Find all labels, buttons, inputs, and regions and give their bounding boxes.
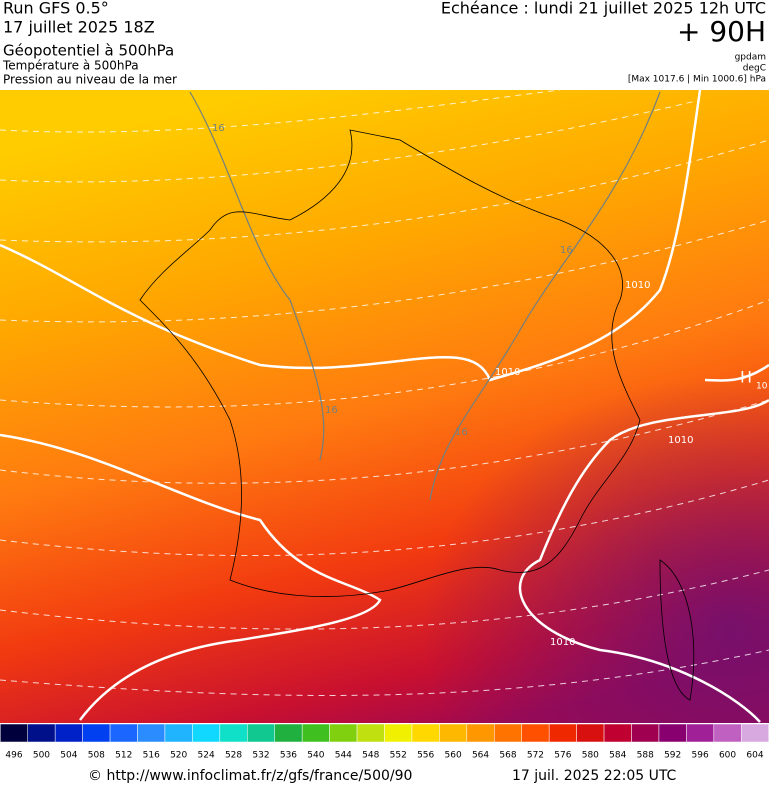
scale-label: 508 — [88, 751, 105, 761]
scale-cell — [603, 723, 632, 743]
contour-label: 16 — [212, 123, 225, 134]
scale-cell — [137, 723, 166, 743]
contour-label: 16 — [325, 405, 338, 416]
scale-label: 564 — [472, 751, 489, 761]
contour-label: 16 — [455, 427, 468, 438]
scale-cell — [192, 723, 221, 743]
scale-label: 532 — [252, 751, 269, 761]
scale-cell — [466, 723, 495, 743]
scale-cell — [686, 723, 715, 743]
valid-time: Echéance : lundi 21 juillet 2025 12h UTC — [441, 0, 766, 18]
scale-label: 528 — [225, 751, 242, 761]
temperature-field — [0, 90, 769, 723]
scale-label: 588 — [637, 751, 654, 761]
scale-label: 516 — [143, 751, 160, 761]
scale-label: 524 — [198, 751, 215, 761]
scale-label: 580 — [582, 751, 599, 761]
scale-label: 596 — [692, 751, 709, 761]
scale-label: 540 — [307, 751, 324, 761]
scale-cell — [27, 723, 56, 743]
scale-cell — [521, 723, 550, 743]
timestamp: 17 juil. 2025 22:05 UTC — [512, 768, 677, 784]
scale-cell — [219, 723, 248, 743]
scale-cell — [301, 723, 330, 743]
layer: Pression au niveau de la mer — [3, 73, 177, 87]
color-scale: 496 500 504 508 512 516 520 524 528 532 536 540 544 5… — [0, 723, 769, 761]
unit: gpdam — [735, 53, 766, 63]
isobars — [0, 89, 769, 723]
contour-label: 1010 — [668, 435, 693, 446]
scale-label: 548 — [362, 751, 379, 761]
footer: © http://www.infoclimat.fr/z/gfs/france/… — [88, 768, 677, 784]
pressure-range: [Max 1017.6 | Min 1000.6] hPa — [628, 75, 766, 85]
high-value: 10 — [756, 382, 768, 392]
scale-cell — [548, 723, 577, 743]
scale-cell — [494, 723, 522, 743]
scale-cell — [576, 723, 605, 743]
scale-label: 592 — [664, 751, 681, 761]
scale-cell — [658, 723, 687, 743]
scale-cell — [274, 723, 303, 743]
contour-label: 1010 — [495, 367, 520, 378]
scale-label: 500 — [33, 751, 50, 761]
scale-cell — [741, 723, 769, 743]
scale-cell — [631, 723, 660, 743]
layer: Géopotentiel à 500hPa — [3, 42, 174, 60]
isotherms — [0, 89, 769, 696]
scale-label: 572 — [527, 751, 544, 761]
scale-cell — [54, 723, 83, 743]
map-labels: 16 16 16 16 1010 1010 1010 1010 H 10 — [212, 123, 768, 648]
coastline — [139, 129, 695, 701]
scale-label: 568 — [499, 751, 516, 761]
contour-label: 1010 — [625, 280, 650, 291]
scale-cell — [384, 723, 413, 743]
scale-label: 560 — [445, 751, 462, 761]
scale-cell — [713, 723, 742, 743]
run-date: 17 juillet 2025 18Z — [3, 18, 155, 37]
lead-time: + 90H — [677, 15, 766, 48]
scale-label: 556 — [417, 751, 434, 761]
scale-cell — [82, 723, 111, 743]
scale-cell — [109, 723, 138, 743]
high-marker: H — [740, 368, 752, 387]
run: Run GFS 0.5° — [3, 0, 109, 18]
scale-label: 520 — [170, 751, 187, 761]
scale-label: 600 — [719, 751, 736, 761]
source: © http://www.infoclimat.fr/z/gfs/france/… — [88, 768, 412, 784]
geopotential — [189, 91, 661, 501]
scale-cell — [356, 723, 385, 743]
scale-label: 496 — [5, 751, 22, 761]
layer: Température à 500hPa — [2, 59, 139, 73]
scale-cell — [439, 723, 468, 743]
scale-label: 512 — [115, 751, 132, 761]
scale-label: 584 — [609, 751, 626, 761]
contour-label: 1010 — [550, 637, 575, 648]
scale-label: 504 — [60, 751, 77, 761]
map: 16 16 16 16 1010 1010 1010 1010 H 10 — [0, 89, 769, 723]
contour-label: 16 — [560, 245, 573, 256]
scale-cell — [164, 723, 193, 743]
header: Run GFS 0.5° 17 juillet 2025 18Z Géopote… — [2, 0, 766, 87]
scale-cell — [411, 723, 440, 743]
scale-label: 604 — [746, 751, 763, 761]
scale-cell — [329, 723, 358, 743]
scale-label: 544 — [335, 751, 352, 761]
scale-cell — [0, 723, 28, 743]
scale-label: 552 — [390, 751, 407, 761]
scale-cell — [247, 723, 275, 743]
scale-label: 536 — [280, 751, 297, 761]
scale-label: 576 — [554, 751, 571, 761]
unit: degC — [743, 64, 766, 74]
